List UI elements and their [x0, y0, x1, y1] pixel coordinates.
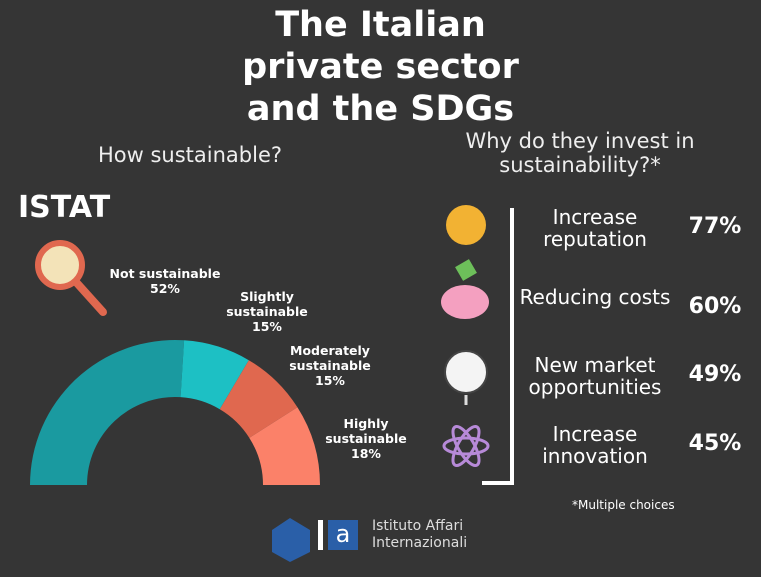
donut-segment [249, 407, 320, 485]
reason-value: 45% [688, 431, 742, 456]
money-icon [455, 259, 477, 281]
reason-value: 49% [688, 362, 742, 387]
medal-icon [446, 205, 486, 245]
logo-line: Istituto Affari [372, 518, 464, 534]
logo-line: Internazionali [372, 535, 468, 551]
reason-value: 60% [688, 294, 742, 319]
segment-label: Highly sustainable 18% [306, 416, 426, 461]
footnote: *Multiple choices [572, 498, 675, 512]
value-label: 18% [351, 446, 381, 461]
logo-box [328, 520, 358, 550]
segment-label: Not sustainable 52% [105, 266, 225, 296]
donut-segment [180, 340, 249, 410]
reason-label: New market opportunities [528, 353, 662, 399]
source: ISTAT [18, 190, 111, 225]
value-label: 15% [252, 319, 282, 334]
magnifier-icon [35, 240, 85, 290]
reason-label: Increase innovation [542, 422, 648, 468]
reason-value: 77% [688, 214, 742, 239]
reason-label: Increase reputation [543, 205, 647, 251]
value-label: 52% [150, 281, 180, 296]
category-label: Highly sustainable [325, 416, 407, 446]
bracket [482, 208, 514, 485]
globe-icon [444, 350, 488, 394]
logo-bar [318, 520, 323, 550]
segment-label: Moderately sustainable 15% [270, 343, 390, 388]
category-label: Moderately sustainable [289, 343, 371, 373]
magnifier-handle [72, 278, 107, 316]
piggy-icon [441, 285, 489, 319]
atom-icon [442, 425, 490, 467]
logo-cube [272, 518, 310, 562]
value-label: 15% [315, 373, 345, 388]
reason-label: Reducing costs [519, 285, 671, 309]
category-label: Slightly sustainable [226, 289, 308, 319]
title: The Italian private sector and the SDGs [242, 5, 519, 129]
category-label: Not sustainable [109, 266, 221, 281]
logo-text: Istituto Affari Internazionali [372, 518, 467, 552]
list-title: Why do they invest in sustainability?* [465, 129, 695, 177]
segment-label: Slightly sustainable 15% [207, 289, 327, 334]
donut-segment [219, 360, 298, 438]
logo-letter: a [336, 520, 351, 548]
donut-segment [30, 340, 185, 485]
donut-title: How sustainable? [97, 143, 283, 167]
